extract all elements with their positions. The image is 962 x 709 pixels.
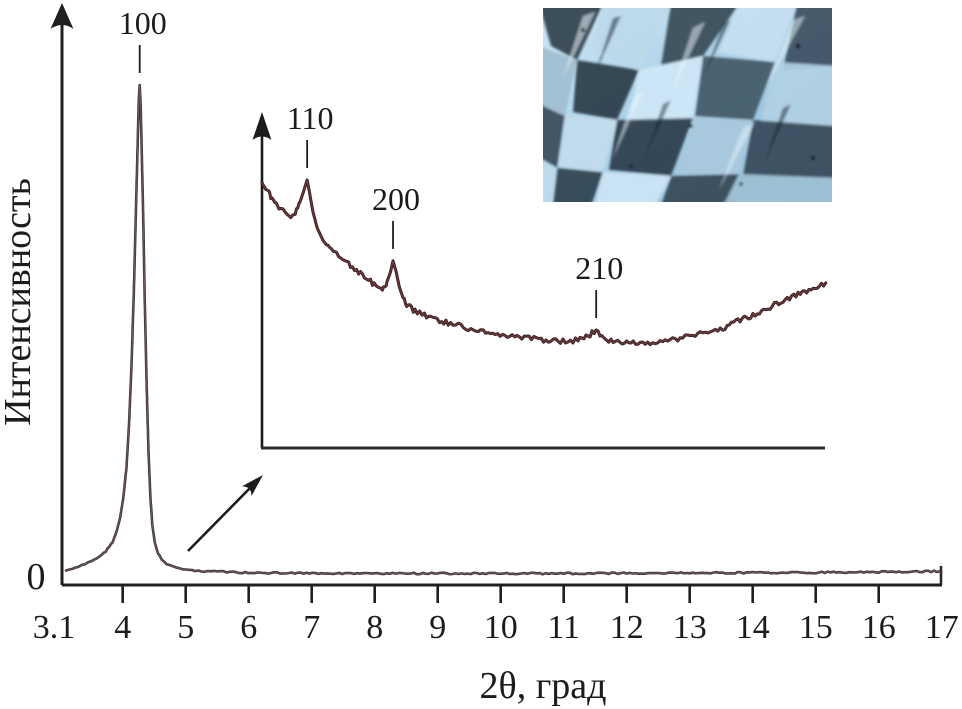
- zoom-arrow: [187, 475, 263, 552]
- zoom-arrowhead-icon: [242, 475, 263, 496]
- x-tick-label: 6: [240, 609, 257, 646]
- y-axis-title: Интенсивность: [0, 178, 39, 426]
- peak-label: 100: [119, 5, 167, 41]
- x-tick-label: 10: [484, 609, 518, 646]
- x-tick-label: 13: [673, 609, 707, 646]
- main-y-axis-arrowhead-icon: [50, 3, 74, 29]
- x-tick-label: 5: [177, 609, 194, 646]
- y-tick-label-zero: 0: [27, 556, 46, 598]
- x-axis-ticks: [121, 585, 881, 603]
- peak-label: 110: [287, 100, 334, 136]
- peak-label: 210: [575, 250, 623, 286]
- x-tick-label: 17: [925, 609, 959, 646]
- main-xrd-curve: [64, 83, 942, 576]
- inset-peak-annotations: 110 200 210: [287, 100, 623, 319]
- peak-label: 200: [372, 181, 420, 217]
- x-tick-label: 14: [736, 609, 770, 646]
- curve-core: [65, 84, 941, 575]
- x-tick-label: 12: [610, 609, 644, 646]
- x-tick-label: 16: [862, 609, 896, 646]
- inset-xrd-curve: [260, 178, 828, 347]
- x-tick-label: 15: [799, 609, 833, 646]
- x-tick-label: 9: [429, 609, 446, 646]
- x-axis-title: 2θ, град: [480, 665, 607, 707]
- x-tick-label: 4: [114, 609, 131, 646]
- inset-y-axis-arrowhead-icon: [252, 112, 272, 140]
- x-tick-label: 3.1: [33, 609, 76, 646]
- curve-core: [261, 179, 827, 346]
- x-tick-label: 8: [366, 609, 383, 646]
- x-tick-label: 7: [303, 609, 320, 646]
- x-axis-tick-labels: 3.1 4 5 6 7 8 9 10 11 12 13 14 15 16 17: [33, 609, 959, 646]
- main-peak-annotations: 100: [119, 5, 167, 73]
- micrograph-fan-shapes: [543, 8, 832, 202]
- micrograph-texture-image: [543, 8, 832, 202]
- x-tick-label: 11: [547, 609, 580, 646]
